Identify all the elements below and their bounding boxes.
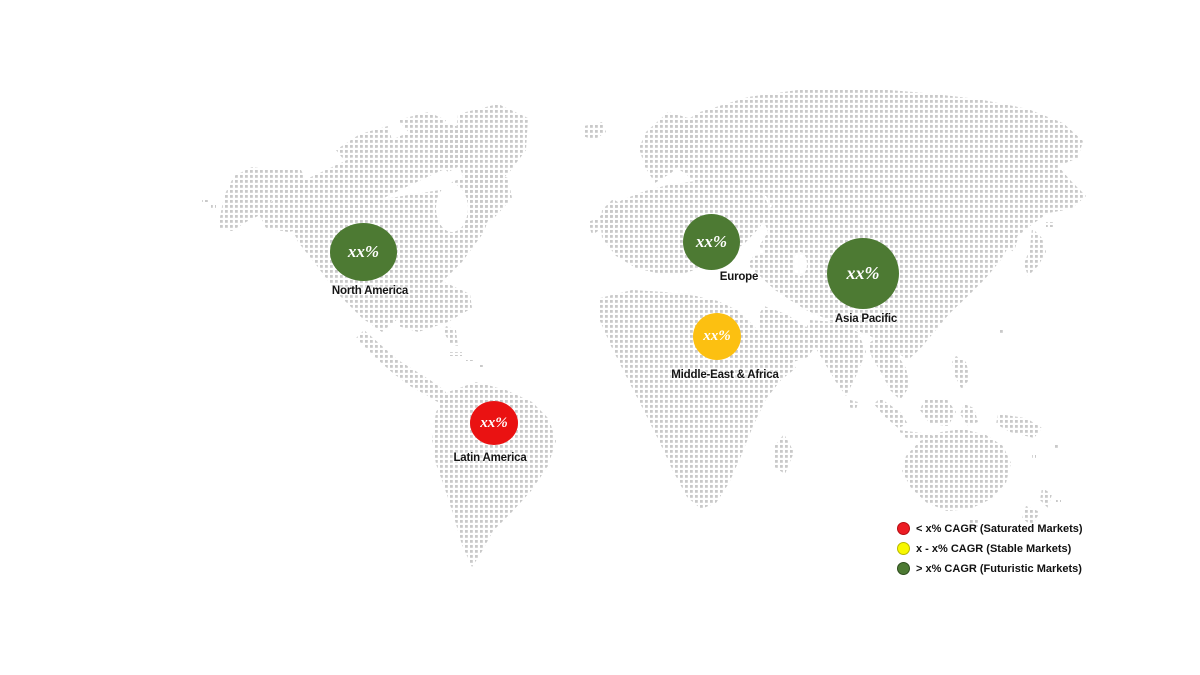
legend: < x% CAGR (Saturated Markets) x - x% CAG… bbox=[897, 522, 1083, 575]
region-bubble-europe: xx% bbox=[683, 214, 740, 270]
region-value: xx% bbox=[846, 263, 880, 283]
region-bubble-north-america: xx% bbox=[330, 223, 397, 281]
legend-red-dot-icon bbox=[897, 522, 910, 535]
legend-item-label: x - x% CAGR (Stable Markets) bbox=[916, 542, 1072, 555]
region-label-latin-america: Latin America bbox=[453, 452, 527, 464]
region-label-asia-pacific: Asia Pacific bbox=[834, 313, 898, 325]
legend-yellow-dot-icon bbox=[897, 542, 910, 555]
region-label-europe: Europe bbox=[719, 271, 759, 283]
legend-green-dot-icon bbox=[897, 562, 910, 575]
region-value: xx% bbox=[347, 242, 380, 261]
region-value: xx% bbox=[480, 414, 508, 431]
legend-item-label: > x% CAGR (Futuristic Markets) bbox=[916, 562, 1082, 575]
legend-item-futuristic-markets: > x% CAGR (Futuristic Markets) bbox=[897, 562, 1083, 575]
legend-item-saturated-markets: < x% CAGR (Saturated Markets) bbox=[897, 522, 1083, 535]
region-value: xx% bbox=[703, 328, 731, 344]
region-value: xx% bbox=[695, 232, 728, 251]
legend-item-label: < x% CAGR (Saturated Markets) bbox=[916, 522, 1083, 535]
legend-item-stable-markets: x - x% CAGR (Stable Markets) bbox=[897, 542, 1083, 555]
region-bubble-asia-pacific: xx% bbox=[827, 238, 899, 309]
region-bubble-latin-america: xx% bbox=[470, 401, 518, 445]
region-bubble-middle-east-africa: xx% bbox=[693, 313, 741, 360]
region-label-middle-east-africa: Middle-East & Africa bbox=[671, 369, 779, 381]
region-label-north-america: North America bbox=[331, 285, 409, 297]
